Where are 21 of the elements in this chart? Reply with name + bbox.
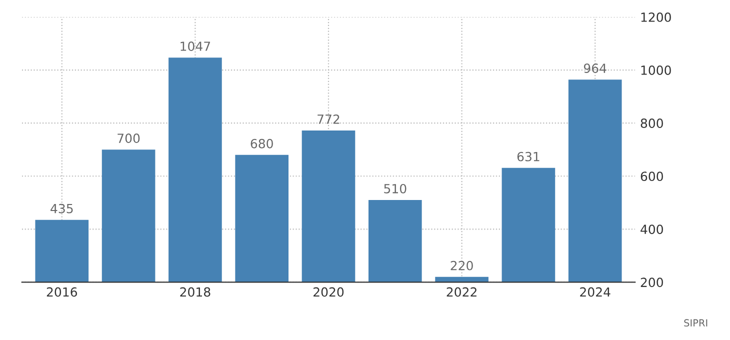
- x-tick-label: 2018: [180, 287, 210, 297]
- text: SIPRI: [684, 319, 708, 327]
- y-tick-label: 800: [640, 118, 663, 128]
- y-tick-label: 200: [640, 278, 663, 288]
- x-tick-label: 2024: [580, 287, 610, 297]
- y-tick-label: 600: [640, 172, 663, 182]
- data-label: 435: [50, 204, 73, 214]
- y-tick-label: 1000: [641, 66, 671, 75]
- x-tick-label: 2020: [314, 287, 344, 297]
- data-label: 700: [118, 134, 140, 144]
- data-label: 964: [584, 64, 606, 73]
- data-label: 772: [318, 114, 340, 124]
- y-tick-label: 1200: [641, 12, 671, 22]
- data-label: 220: [450, 260, 473, 270]
- data-label: 1047: [180, 42, 210, 51]
- x-tick-label: 2016: [46, 287, 78, 297]
- x-tick-label: 2022: [446, 287, 476, 297]
- data-label: 680: [250, 138, 273, 148]
- data-label: 510: [384, 184, 406, 194]
- y-tick-label: 400: [640, 224, 663, 234]
- data-label: 631: [517, 152, 540, 162]
